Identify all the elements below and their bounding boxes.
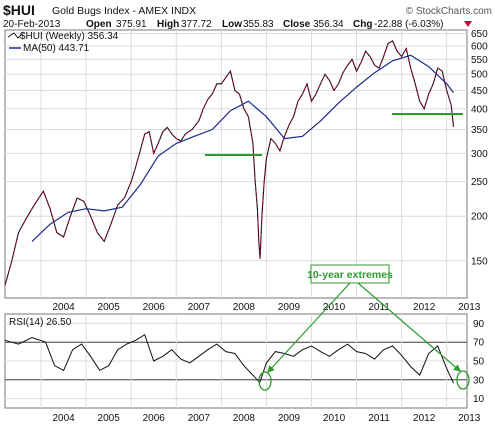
annotation-arrow-left — [267, 282, 351, 373]
rsi-y-tick-label: 90 — [473, 319, 485, 330]
low-value: 355.83 — [243, 19, 274, 30]
rsi-grid — [5, 314, 467, 408]
price-x-tick-label: 2011 — [368, 302, 390, 313]
price-legend-swatch — [7, 32, 23, 39]
price-x-tick-label: 2007 — [188, 302, 211, 313]
rsi-y-tick-label: 50 — [473, 357, 485, 368]
rsi-extreme-circle-2008 — [258, 371, 272, 391]
ma-legend-label: MA(50) 443.71 — [23, 43, 90, 54]
ma50-series-line — [31, 54, 454, 242]
rsi-legend-label: RSI(14) 26.50 — [9, 317, 72, 328]
price-x-tick-label: 2004 — [52, 302, 75, 313]
price-x-tick-label: 2005 — [98, 302, 121, 313]
rsi-x-tick-label: 2012 — [413, 413, 436, 424]
rsi-x-axis: 2004 2005 2006 2007 2008 2009 2010 2011 2012 2013 — [52, 413, 480, 424]
rsi-y-tick-label: 10 — [473, 394, 485, 405]
down-arrow-icon — [464, 21, 472, 27]
open-value: 375.91 — [116, 19, 147, 30]
price-y-tick-label: 300 — [471, 149, 488, 160]
rsi-x-tick-label: 2005 — [98, 413, 121, 424]
quote-date: 20-Feb-2013 — [3, 19, 61, 30]
annotation-arrow-right — [357, 282, 461, 372]
price-y-tick-label: 350 — [471, 125, 488, 136]
rsi-x-tick-label: 2011 — [368, 413, 390, 424]
price-x-tick-label: 2012 — [413, 302, 436, 313]
annotation-label: 10-year extremes — [307, 269, 393, 281]
rsi-series-line — [4, 333, 454, 384]
symbol-title: $HUI — [3, 2, 35, 18]
rsi-y-tick-label: 70 — [473, 338, 485, 349]
rsi-x-tick-label: 2007 — [188, 413, 211, 424]
open-label: Open — [86, 19, 112, 30]
chg-value: -22.88 (-6.03%) — [374, 19, 443, 30]
close-value: 356.34 — [313, 19, 344, 30]
price-legend-label: $HUI (Weekly) 356.34 — [20, 31, 119, 42]
price-x-axis: 2004 2005 2006 2007 2008 2009 2010 2011 2012 2013 — [52, 302, 480, 313]
high-label: High — [157, 19, 179, 30]
price-y-tick-label: 150 — [471, 256, 488, 267]
chg-label: Chg — [353, 19, 372, 30]
rsi-x-tick-label: 2013 — [458, 413, 481, 424]
high-value: 377.72 — [181, 19, 212, 30]
close-label: Close — [283, 19, 311, 30]
price-x-tick-label: 2008 — [233, 302, 256, 313]
rsi-x-tick-label: 2004 — [52, 413, 75, 424]
price-series-down-overlay — [4, 40, 454, 286]
price-y-tick-label: 450 — [471, 86, 488, 97]
price-y-tick-label: 550 — [471, 55, 488, 66]
rsi-y-axis: 10 30 50 70 90 — [473, 319, 485, 405]
price-y-tick-label: 600 — [471, 41, 488, 52]
rsi-y-tick-label: 30 — [473, 375, 485, 386]
price-x-tick-label: 2009 — [278, 302, 301, 313]
low-label: Low — [222, 19, 242, 30]
rsi-x-tick-label: 2009 — [278, 413, 301, 424]
price-x-tick-label: 2006 — [143, 302, 166, 313]
price-grid — [5, 30, 467, 298]
price-y-tick-label: 650 — [471, 29, 488, 40]
price-x-tick-label: 2013 — [458, 302, 481, 313]
price-y-tick-label: 200 — [471, 212, 488, 223]
price-x-tick-label: 2010 — [323, 302, 346, 313]
price-panel-frame — [4, 29, 468, 299]
rsi-extreme-circle-2013 — [456, 370, 470, 390]
price-y-tick-label: 250 — [471, 177, 488, 188]
rsi-x-tick-label: 2008 — [233, 413, 256, 424]
rsi-x-tick-label: 2010 — [323, 413, 346, 424]
price-y-tick-label: 400 — [471, 104, 488, 115]
price-y-tick-label: 500 — [471, 70, 488, 81]
rsi-x-tick-label: 2006 — [143, 413, 166, 424]
credit-text: © StockCharts.com — [406, 6, 492, 17]
index-name: Gold Bugs Index - AMEX INDX — [52, 5, 196, 17]
